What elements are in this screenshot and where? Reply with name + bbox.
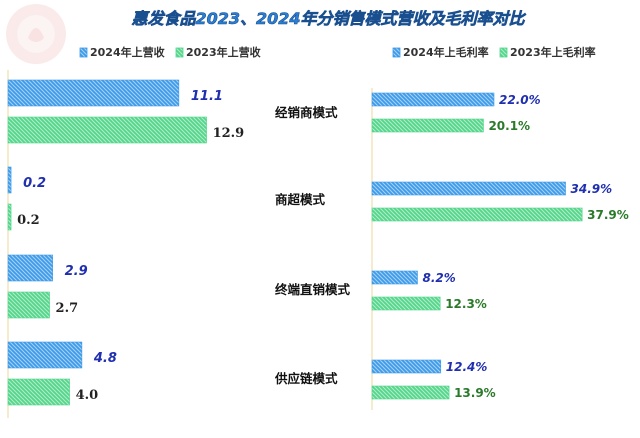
category-label-3: 终端直销模式 xyxy=(275,282,351,297)
legend-item-margin-2024-label: 2024年上毛利率 xyxy=(403,45,489,59)
margin-bar-2024-3 xyxy=(371,270,418,285)
margin-value-2023-4: 13.9% xyxy=(454,386,496,400)
legends: 2024年上营收 2023年上营收 2024年上毛利率 2023年上毛利率 xyxy=(79,45,596,59)
margin-value-2023-1: 20.1% xyxy=(488,119,530,133)
revenue-chart: 11.1 12.9 0.2 0.2 2.9 2.7 4.8 4.0 xyxy=(7,70,245,418)
revenue-bar-2023-2 xyxy=(7,203,12,231)
legend-item-revenue-2023: 2023年上营收 xyxy=(175,45,261,59)
revenue-value-2023-3: 2.7 xyxy=(56,301,79,316)
legend-item-revenue-2023-swatch xyxy=(175,47,184,58)
legend-item-margin-2023-label: 2023年上毛利率 xyxy=(510,45,596,59)
revenue-value-2024-2: 0.2 xyxy=(23,176,46,191)
revenue-value-2024-1: 11.1 xyxy=(191,89,223,104)
legend-item-revenue-2023-label: 2023年上营收 xyxy=(186,45,261,59)
legend-item-margin-2023: 2023年上毛利率 xyxy=(499,45,596,59)
margin-value-2024-2: 34.9% xyxy=(571,182,613,196)
margin-bar-2024-4 xyxy=(371,359,442,374)
margin-bar-2024-2 xyxy=(371,181,566,196)
category-label-1: 经销商模式 xyxy=(275,105,338,120)
legend-item-margin-2024: 2024年上毛利率 xyxy=(392,45,489,59)
revenue-value-2023-1: 12.9 xyxy=(213,126,245,141)
revenue-bar-2024-2 xyxy=(7,166,12,194)
margin-chart: 22.0% 20.1% 34.9% 37.9% 8.2% 12.3% 12.4% 13.9% xyxy=(371,88,629,410)
legend-item-margin-2023-swatch xyxy=(499,47,508,58)
margin-value-2023-3: 12.3% xyxy=(445,297,487,311)
legend-item-revenue-2024-label: 2024年上营收 xyxy=(90,45,165,59)
revenue-bar-2024-4 xyxy=(7,341,83,369)
margin-value-2023-2: 37.9% xyxy=(587,208,629,222)
margin-value-2024-1: 22.0% xyxy=(499,93,541,107)
revenue-value-2023-4: 4.0 xyxy=(76,388,99,403)
category-label-2: 商超模式 xyxy=(275,192,326,207)
legend-item-revenue-2024: 2024年上营收 xyxy=(79,45,165,59)
margin-value-2024-3: 8.2% xyxy=(422,271,455,285)
legend-item-margin-2024-swatch xyxy=(392,47,401,58)
margin-bar-2024-1 xyxy=(371,92,495,107)
category-label-4: 供应链模式 xyxy=(274,371,338,386)
revenue-bar-2023-4 xyxy=(7,378,70,406)
margin-value-2024-4: 12.4% xyxy=(446,360,488,374)
margin-bar-2023-1 xyxy=(371,118,484,133)
margin-bar-2023-3 xyxy=(371,296,441,311)
revenue-bar-2024-1 xyxy=(7,79,180,107)
margin-bar-2023-4 xyxy=(371,385,450,400)
revenue-bar-2023-1 xyxy=(7,116,207,144)
margin-bar-2023-2 xyxy=(371,207,583,222)
revenue-value-2023-2: 0.2 xyxy=(17,213,40,228)
watermark-logo xyxy=(6,4,66,64)
revenue-value-2024-4: 4.8 xyxy=(93,351,117,366)
revenue-bar-2023-3 xyxy=(7,291,50,319)
legend-item-revenue-2024-swatch xyxy=(79,47,88,58)
revenue-value-2024-3: 2.9 xyxy=(65,264,88,279)
revenue-bar-2024-3 xyxy=(7,254,53,282)
chart-title: 惠发食品2023、2024年分销售模式营收及毛利率对比 xyxy=(131,9,526,28)
